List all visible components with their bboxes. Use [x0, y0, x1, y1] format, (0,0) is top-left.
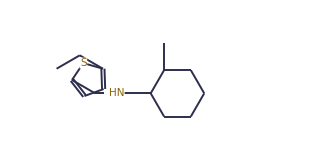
Text: HN: HN: [109, 88, 124, 98]
Text: S: S: [80, 58, 87, 68]
